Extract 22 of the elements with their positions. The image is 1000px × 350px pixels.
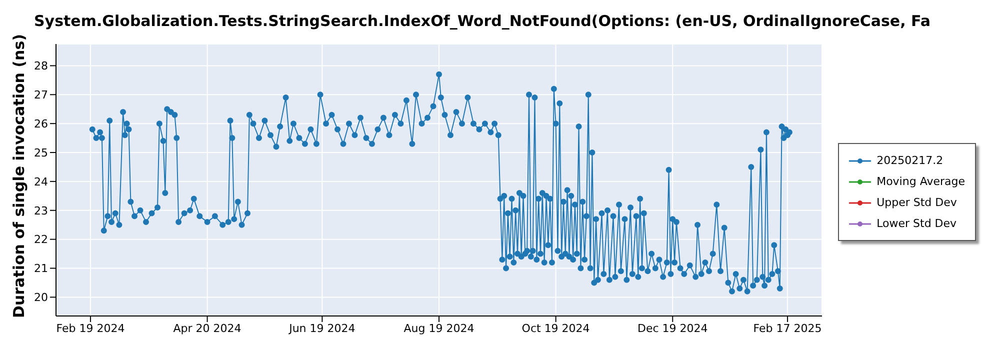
y-tick-label: 21 [34,262,48,276]
y-tick-label: 22 [34,233,48,246]
legend-label: Moving Average [876,175,965,188]
y-tick-label: 24 [34,175,48,188]
y-tick-label: 26 [34,117,48,130]
x-tick-label: Feb 17 2025 [753,322,822,335]
x-tick-label: Aug 19 2024 [404,322,474,335]
x-tick-label: Jun 19 2024 [288,322,356,335]
y-tick-label: 27 [34,88,48,102]
y-tick-label: 23 [34,204,48,218]
legend-label: 20250217.2 [876,154,944,167]
y-tick-label: 25 [34,146,48,160]
legend-label: Lower Std Dev [876,217,957,230]
y-tick-label: 28 [34,60,48,73]
y-tick-label: 20 [34,291,48,304]
x-tick-label: Dec 19 2024 [637,322,708,335]
x-tick-label: Feb 19 2024 [56,322,125,335]
x-tick-label: Apr 20 2024 [173,322,242,335]
chart-title: System.Globalization.Tests.StringSearch.IndexOf_Word_NotFound(Options: (en-US, OrdinalIgnoreCase, Fa [34,12,931,30]
legend-label: Upper Std Dev [876,196,957,209]
x-tick-label: Oct 19 2024 [522,322,590,335]
y-axis-title: Duration of single invocation (ns) [10,34,28,318]
